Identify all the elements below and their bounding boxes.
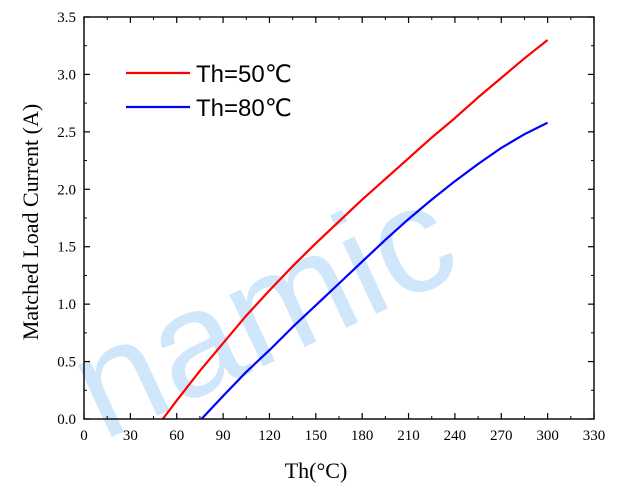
x-tick-label: 180 — [351, 428, 374, 444]
x-tick-label: 210 — [397, 428, 420, 444]
x-tick-label: 270 — [490, 428, 513, 444]
watermark-text: namic — [45, 149, 479, 470]
x-axis-title: Th(°C) — [285, 458, 348, 483]
x-tick-label: 330 — [583, 428, 606, 444]
y-tick-label: 0.5 — [57, 355, 76, 371]
series-line-2 — [200, 121, 549, 420]
x-tick-label: 300 — [536, 428, 559, 444]
y-axis-title: Matched Load Current (A) — [18, 104, 43, 340]
x-tick-label: 120 — [258, 428, 281, 444]
legend: Th=50℃ Th=80℃ — [126, 61, 292, 122]
y-tick-label: 1.5 — [57, 240, 76, 256]
y-tick-label: 1.0 — [57, 297, 76, 313]
y-tick-label: 0.0 — [57, 412, 76, 428]
y-tick-label: 3.5 — [57, 10, 76, 26]
y-tick-label: 2.0 — [57, 182, 76, 198]
plot-area — [161, 39, 549, 420]
x-tick-label: 150 — [305, 428, 328, 444]
y-tick-label: 3.0 — [57, 67, 76, 83]
legend-label-1: Th=50℃ — [196, 61, 292, 88]
x-tick-label: 90 — [216, 428, 231, 444]
axes: 0 30 60 90 120 150 180 210 240 270 300 330 0.0 0.5 1.0… — [57, 10, 605, 444]
x-tick-label: 30 — [123, 428, 138, 444]
y-tick-label: 2.5 — [57, 125, 76, 141]
x-tick-label: 0 — [80, 428, 88, 444]
legend-label-2: Th=80℃ — [196, 95, 292, 122]
series-line-1 — [161, 39, 549, 420]
x-tick-label: 60 — [169, 428, 184, 444]
watermark: namic — [45, 149, 479, 470]
x-tick-label: 240 — [444, 428, 467, 444]
